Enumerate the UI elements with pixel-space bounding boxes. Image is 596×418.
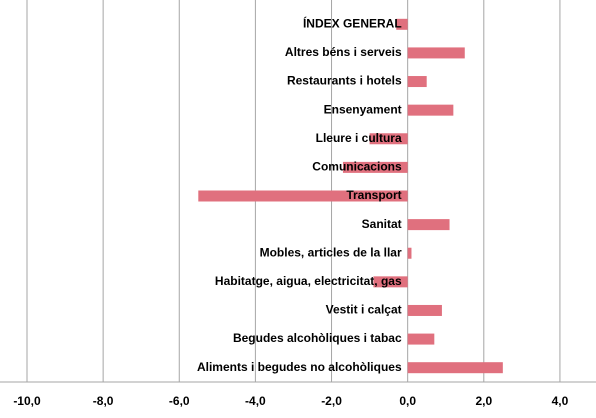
category-label: Begudes alcohòliques i tabac [233, 331, 402, 345]
bar [407, 333, 435, 345]
bar [373, 276, 408, 288]
category-label: Restaurants i hotels [287, 74, 402, 88]
bar [342, 161, 408, 173]
category-label: Transport [346, 188, 401, 202]
category-label: Habitatge, aigua, electricitat, gas [215, 274, 402, 288]
category-label: Sanitat [362, 217, 402, 231]
category-label: Lleure i cultura [316, 131, 402, 145]
bar [407, 304, 442, 316]
x-tick-label: -4,0 [245, 394, 266, 408]
bar [396, 18, 408, 30]
x-tick-label: 4,0 [552, 394, 569, 408]
bar [369, 133, 408, 145]
category-label: Mobles, articles de la llar [260, 245, 402, 259]
x-tick-label: 0,0 [399, 394, 416, 408]
bar [198, 190, 408, 202]
category-label: Vestit i calçat [326, 303, 402, 317]
category-label: Ensenyament [324, 102, 402, 116]
category-label: Comunicacions [312, 160, 402, 174]
bar [407, 47, 465, 59]
x-tick-label: -2,0 [321, 394, 342, 408]
bar [407, 76, 427, 88]
x-tick-label: -10,0 [13, 394, 41, 408]
category-label: Altres béns i serveis [285, 45, 402, 59]
x-tick-label: -8,0 [93, 394, 114, 408]
category-label: ÍNDEX GENERAL [303, 15, 402, 30]
bar [407, 104, 454, 116]
x-tick-label: 2,0 [475, 394, 492, 408]
bar [407, 362, 503, 374]
bar [407, 219, 450, 231]
category-label: Aliments i begudes no alcohòliques [197, 360, 402, 374]
bar [407, 247, 412, 259]
x-tick-label: -6,0 [169, 394, 190, 408]
